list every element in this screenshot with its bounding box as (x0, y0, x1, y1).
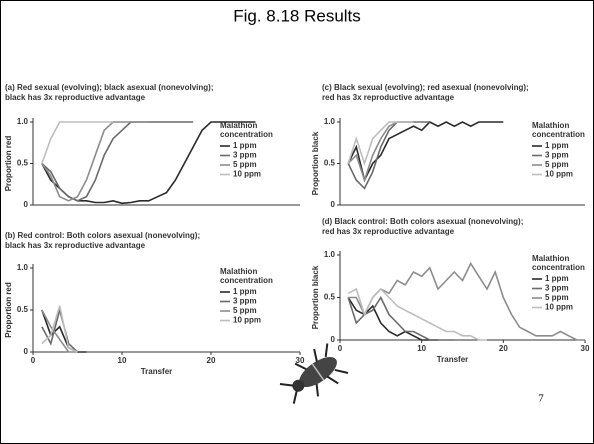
legend-title: Malathion (220, 121, 257, 130)
y-tick-label: 0.5 (17, 159, 29, 168)
y-tick-label: 0 (24, 347, 29, 356)
panel-title: (a) Red sexual (evolving); black asexual… (5, 83, 214, 92)
series-line (347, 287, 487, 341)
x-tick-label: 10 (118, 356, 127, 365)
series-line (347, 121, 414, 167)
y-tick-label: 0.5 (324, 159, 336, 168)
slide-title: Fig. 8.18 Results (233, 6, 361, 25)
legend-label: 5 ppm (233, 306, 257, 315)
x-tick-label: 0 (338, 344, 343, 353)
series-line (41, 309, 78, 353)
series-line (41, 121, 149, 202)
legend-label: 10 ppm (545, 170, 573, 179)
legend-title: Malathion (532, 121, 569, 130)
y-tick-label: 1.0 (17, 263, 29, 272)
y-tick-label: 0 (331, 335, 336, 344)
x-tick-label: 10 (417, 344, 426, 353)
beetle-icon (279, 343, 349, 404)
y-axis-label: Proportion black (311, 131, 320, 195)
y-tick-label: 1.0 (17, 117, 29, 126)
panel-title: (c) Black sexual (evolving); red asexual… (322, 83, 529, 92)
legend-label: 3 ppm (233, 151, 257, 160)
series-line (41, 121, 194, 202)
legend-label: 1 ppm (233, 287, 257, 296)
x-tick-label: 0 (31, 356, 36, 365)
legend-label: 10 ppm (233, 170, 261, 179)
legend-label: 3 ppm (545, 151, 569, 160)
panel-title: red has 3x reproductive advantage (322, 227, 455, 236)
legend-title: Malathion (532, 254, 569, 263)
panel-title: black has 3x reproductive advantage (5, 241, 146, 250)
series-line (41, 121, 114, 164)
panel-title: (b) Red control: Both colors asexual (no… (5, 231, 200, 240)
legend-label: 5 ppm (545, 293, 569, 302)
y-axis-label: Proportion red (4, 136, 13, 192)
legend-title: concentration (532, 130, 585, 139)
legend-label: 1 ppm (545, 141, 569, 150)
x-tick-label: 30 (581, 344, 590, 353)
series-line (41, 305, 78, 353)
legend-label: 5 ppm (233, 160, 257, 169)
series-line (347, 121, 504, 183)
legend-title: concentration (220, 130, 273, 139)
panel-title: black has 3x reproductive advantage (5, 93, 146, 102)
legend-label: 1 ppm (545, 274, 569, 283)
x-tick-label: 20 (499, 344, 508, 353)
series-line (347, 297, 438, 341)
legend-label: 1 ppm (233, 141, 257, 150)
legend-label: 5 ppm (545, 160, 569, 169)
y-tick-label: 0 (331, 200, 336, 209)
panel-title: red has 3x reproductive advantage (322, 93, 455, 102)
legend-title: concentration (532, 263, 585, 272)
page-number: 7 (538, 393, 544, 405)
series-line (348, 261, 585, 341)
y-axis-label: Proportion black (311, 265, 320, 329)
series-line (41, 309, 87, 353)
legend-title: concentration (220, 276, 273, 285)
y-tick-label: 0.5 (324, 293, 336, 302)
x-axis-label: Transfer (437, 355, 469, 364)
chart-panel: (a) Red sexual (evolving); black asexual… (4, 83, 300, 209)
y-tick-label: 1.0 (324, 117, 336, 126)
chart-panel: (b) Red control: Both colors asexual (no… (4, 231, 305, 376)
x-tick-label: 20 (207, 356, 216, 365)
panel-title: (d) Black control: Both colors asexual (… (322, 217, 523, 226)
y-tick-label: 1.0 (324, 250, 336, 259)
legend-label: 10 ppm (545, 303, 573, 312)
legend-title: Malathion (220, 267, 257, 276)
legend-label: 10 ppm (233, 316, 261, 325)
y-axis-label: Proportion red (4, 282, 13, 338)
series-line (347, 295, 455, 341)
x-tick-label: 30 (296, 356, 305, 365)
y-tick-label: 0.5 (17, 305, 29, 314)
chart-panel: (c) Black sexual (evolving); red asexual… (311, 83, 585, 209)
y-tick-label: 0 (24, 200, 29, 209)
chart-panel: (d) Black control: Both colors asexual (… (311, 217, 590, 364)
legend-label: 3 ppm (545, 284, 569, 293)
x-axis-label: Transfer (141, 367, 173, 376)
legend-label: 3 ppm (233, 297, 257, 306)
